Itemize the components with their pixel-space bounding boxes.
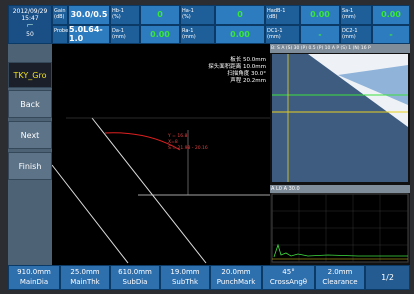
footer-label: Clearance — [316, 277, 364, 287]
marker-line: S = 21.98 - 20.16 — [168, 146, 238, 152]
param-unit: (dB) — [267, 14, 298, 20]
param-value[interactable]: - — [300, 25, 340, 45]
footer-value: 2.0mm — [316, 267, 364, 277]
param-value[interactable]: 0.00 — [215, 25, 265, 45]
scan-info-line: 探头面积距离 10.0mm — [158, 64, 266, 71]
param-unit: (mm) — [342, 14, 370, 20]
page-indicator[interactable]: 1/2 — [365, 265, 410, 290]
ascan-title: A L0 A 30.0 — [271, 185, 409, 193]
param-label: Probe — [52, 25, 68, 45]
param-label: Ha-1(%) — [180, 5, 215, 25]
param-label: DC2-1(mm) — [340, 25, 372, 45]
param-label: Da-1(mm) — [110, 25, 140, 45]
param-value[interactable]: 0.00 — [372, 5, 410, 25]
menu-button[interactable]: TKY_Gro — [8, 62, 52, 88]
page: 2012/09/29 15:47 ⌐ 50 板长 50.0mm探头面积距离 10… — [0, 0, 414, 294]
param-value[interactable]: 0 — [215, 5, 265, 25]
param-unit: (%) — [182, 14, 213, 20]
param-unit: (%) — [112, 14, 138, 20]
param-unit: (mm) — [112, 34, 138, 40]
menu-button[interactable]: Finish — [8, 152, 52, 180]
footer-value: 45° — [263, 267, 314, 277]
footer-label: MainThk — [61, 277, 109, 287]
param-label: HadB-1(dB) — [265, 5, 300, 25]
scan-info-line: 扫描角度 30.0° — [158, 71, 266, 78]
menu-button[interactable]: Next — [8, 121, 52, 149]
param-label: DC1-1(mm) — [265, 25, 300, 45]
param-label: Gain(dB) — [52, 5, 68, 25]
footer-value: 910.0mm — [9, 267, 59, 277]
param-unit: (mm) — [267, 34, 298, 40]
param-value[interactable]: - — [372, 25, 410, 45]
param-name: Probe — [54, 28, 66, 34]
param-value[interactable]: 0.00 — [140, 25, 180, 45]
bscan-title: B: S A (S) 30 (P) 0.5 (P) 10 A P (S) 1 (… — [271, 45, 409, 53]
footer-param[interactable]: 45°CrossAngθ — [262, 265, 315, 290]
footer-label: PunchMark — [211, 277, 261, 287]
param-value[interactable]: 30.0/0.5 — [68, 5, 110, 25]
param-label: Sa-1(mm) — [340, 5, 372, 25]
param-unit: (mm) — [342, 34, 370, 40]
param-value[interactable]: 0 — [140, 5, 180, 25]
param-unit: (dB) — [54, 14, 66, 20]
param-label: Hb-1(%) — [110, 5, 140, 25]
param-unit: (mm) — [182, 34, 213, 40]
footer-label: SubThk — [161, 277, 209, 287]
footer-value: 610.0mm — [111, 267, 159, 277]
footer-value: 20.0mm — [211, 267, 261, 277]
footer-value: 19.0mm — [161, 267, 209, 277]
scan-info-line: 板长 50.0mm — [158, 57, 266, 64]
param-value[interactable]: 0.00 — [300, 5, 340, 25]
footer-label: CrossAngθ — [263, 277, 314, 287]
param-label: Ra-1(mm) — [180, 25, 215, 45]
menu-button[interactable]: Back — [8, 90, 52, 118]
footer-label: SubDia — [111, 277, 159, 287]
footer-value: 25.0mm — [61, 267, 109, 277]
footer-label: MainDia — [9, 277, 59, 287]
scan-info-line: 声程 20.2mm — [158, 78, 266, 85]
param-value[interactable]: 5.0L64-1.0 — [68, 25, 110, 45]
